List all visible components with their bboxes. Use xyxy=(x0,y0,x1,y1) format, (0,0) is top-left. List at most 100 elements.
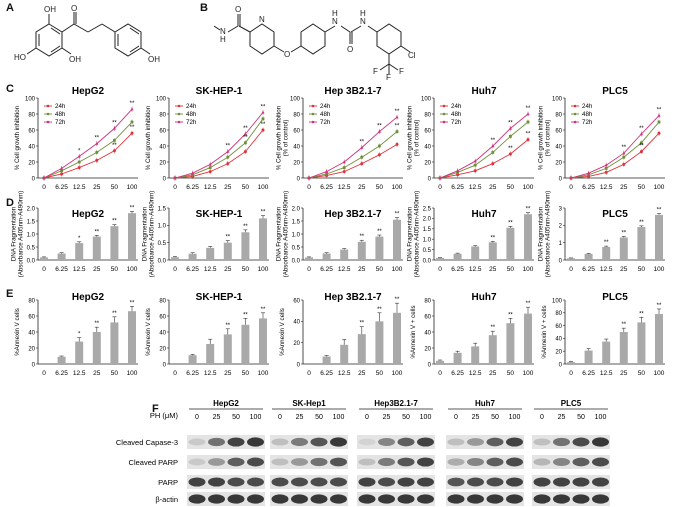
blot-row-label: β-actin xyxy=(155,495,178,504)
blot-band xyxy=(417,494,434,504)
blot-band xyxy=(592,457,609,467)
blot-lane-label: 0 xyxy=(365,414,369,421)
blot-lane-label: 0 xyxy=(454,414,458,421)
chemical-structure-b: H N O N O N H O N H Cl F F F xyxy=(214,5,416,80)
blot-band xyxy=(310,457,328,467)
blot-band xyxy=(330,457,347,467)
blot-band xyxy=(572,457,590,467)
blot-strip xyxy=(532,435,610,449)
blot-band xyxy=(358,458,376,466)
atom-h-urea-2: H xyxy=(360,9,366,18)
atom-n-pyridine: N xyxy=(259,15,265,24)
blot-band xyxy=(397,494,415,504)
atom-n-urea-2: N xyxy=(360,17,366,26)
panel-label-d: D xyxy=(6,197,14,209)
blot-lane-label: 100 xyxy=(250,414,262,421)
blot-strip xyxy=(270,492,348,506)
blot-band xyxy=(227,477,245,487)
blot-band xyxy=(271,494,289,504)
blot-cell-line-title: Huh7 xyxy=(475,399,496,408)
blot-band xyxy=(397,457,415,467)
blot-band xyxy=(358,438,376,446)
blot-band xyxy=(358,494,376,504)
blot-cell-line-title: Hep3B2.1-7 xyxy=(374,399,418,408)
blot-band xyxy=(378,457,395,467)
blot-lane-label: 50 xyxy=(315,414,323,421)
blot-cell-line-title: SK-Hep1 xyxy=(292,399,326,408)
blot-strip xyxy=(446,492,524,506)
atom-f-2: F xyxy=(386,73,391,80)
blot-band xyxy=(592,477,609,487)
atom-oh-right: OH xyxy=(148,55,160,64)
blot-band xyxy=(208,477,225,487)
blot-strip xyxy=(357,455,435,469)
blot-lane-label: 100 xyxy=(420,414,432,421)
blot-band xyxy=(553,477,570,487)
blot-lane-label: 0 xyxy=(278,414,282,421)
blot-band xyxy=(417,477,434,487)
blot-strip xyxy=(446,475,524,489)
blot-band xyxy=(247,437,264,447)
blot-row-label: PARP xyxy=(158,478,178,487)
blot-strip xyxy=(532,475,610,489)
blot-band xyxy=(208,458,225,466)
blot-band xyxy=(533,438,551,446)
blot-band xyxy=(553,494,570,504)
blot-band xyxy=(467,458,484,466)
blot-lane-label: 0 xyxy=(195,414,199,421)
atom-o-carbonyl: O xyxy=(235,5,241,14)
atom-f-3: F xyxy=(399,67,404,76)
blot-lane-label: 100 xyxy=(509,414,521,421)
atom-oh-top: OH xyxy=(44,5,56,14)
atom-h-methyl: H xyxy=(220,35,226,44)
blot-band xyxy=(188,494,206,504)
blot-band xyxy=(271,477,289,487)
blot-band xyxy=(467,438,484,446)
blot-band xyxy=(271,458,289,466)
blot-lane-label: 25 xyxy=(558,414,566,421)
blot-band xyxy=(227,457,245,467)
blot-lane-label: 50 xyxy=(491,414,499,421)
atom-o-urea: O xyxy=(347,45,353,54)
blot-band xyxy=(447,477,465,487)
blot-band xyxy=(506,494,523,504)
blot-band xyxy=(247,457,264,467)
blot-strip xyxy=(187,475,265,489)
blot-band xyxy=(486,494,504,504)
blot-band xyxy=(271,438,289,446)
blot-strip xyxy=(446,435,524,449)
atom-f-1: F xyxy=(373,67,378,76)
blot-band xyxy=(572,477,590,487)
blot-band xyxy=(291,437,308,447)
blot-cell-line-title: HepG2 xyxy=(213,399,239,408)
panel-label-b: B xyxy=(200,2,208,14)
blot-band xyxy=(506,477,523,487)
panel-label-f: F xyxy=(152,403,159,415)
blot-band xyxy=(592,494,609,504)
blot-strip xyxy=(532,455,610,469)
blot-band xyxy=(572,494,590,504)
atom-n-amide: N xyxy=(220,27,226,36)
blot-strip xyxy=(357,435,435,449)
blot-lane-label: 100 xyxy=(595,414,607,421)
panel-label-e: E xyxy=(6,288,14,300)
blot-band xyxy=(467,494,484,504)
blot-band xyxy=(330,477,347,487)
chemical-structure-a: OH HO OH O OH xyxy=(14,4,160,64)
blot-lane-label: 50 xyxy=(232,414,240,421)
blot-strip xyxy=(357,475,435,489)
blot-strip xyxy=(270,475,348,489)
blot-band xyxy=(227,494,245,504)
blot-band xyxy=(397,437,415,447)
blot-band xyxy=(506,457,523,467)
blot-strip xyxy=(357,492,435,506)
blot-band xyxy=(291,477,308,487)
blot-band xyxy=(291,458,308,466)
blot-strip xyxy=(187,492,265,506)
blot-band xyxy=(291,494,308,504)
atom-o-ether: O xyxy=(284,50,290,59)
blot-band xyxy=(397,477,415,487)
blot-band xyxy=(227,437,245,447)
dose-label: PH (μM) xyxy=(150,411,179,420)
